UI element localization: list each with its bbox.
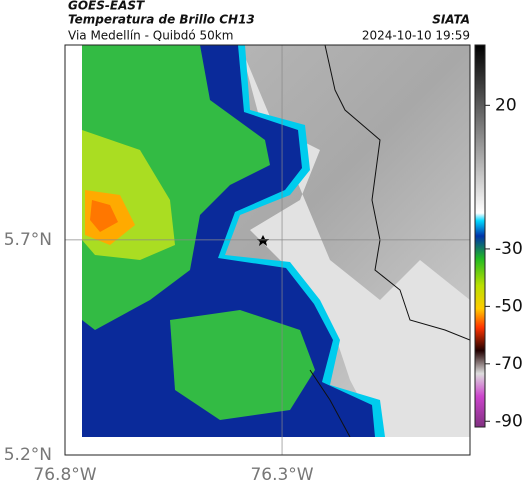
lat-label: 5.2°N — [4, 445, 52, 465]
lon-label: 76.3°W — [250, 465, 313, 485]
map-frame — [64, 44, 471, 456]
lat-label: 5.7°N — [4, 230, 52, 250]
colorbar-label: -50 — [495, 296, 523, 316]
colorbar — [474, 44, 486, 428]
colorbar-label: -70 — [495, 354, 523, 374]
colorbar-label: 20 — [495, 95, 517, 115]
colorbar-label: -30 — [495, 239, 523, 259]
timestamp: 2024-10-10 19:59 — [362, 29, 470, 43]
satellite-image — [82, 45, 470, 437]
colorbar-label: -90 — [495, 411, 523, 431]
product: Temperatura de Brillo CH13 — [68, 13, 255, 27]
satellite: GOES-EAST — [68, 0, 145, 13]
source: SIATA — [432, 13, 470, 27]
lon-label: 76.8°W — [33, 465, 96, 485]
region: Via Medellín - Quibdó 50km — [68, 29, 233, 43]
